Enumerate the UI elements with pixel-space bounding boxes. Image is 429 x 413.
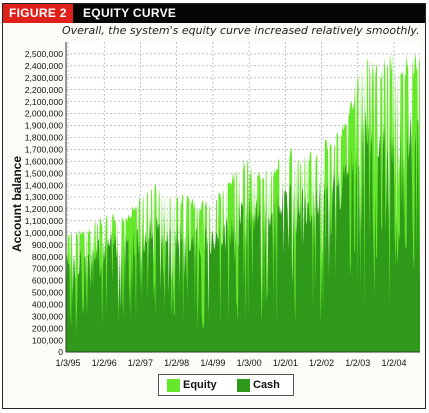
- legend-label-equity: Equity: [183, 379, 217, 391]
- y-tick-label: 1,800,000: [25, 133, 63, 143]
- y-tick-label: 1,100,000: [25, 216, 63, 226]
- y-tick-label: 1,200,000: [25, 204, 63, 214]
- y-tick-label: 2,200,000: [25, 85, 63, 95]
- x-tick-label: 1/4/99: [200, 358, 225, 368]
- legend-swatch-equity: [167, 379, 180, 392]
- y-tick-label: 400,000: [32, 300, 63, 310]
- y-tick-label: 1,300,000: [25, 192, 63, 202]
- y-tick-label: 1,900,000: [25, 121, 63, 131]
- x-tick-label: 1/3/00: [237, 358, 262, 368]
- y-tick-label: 2,400,000: [25, 61, 63, 71]
- y-tick-label: 1,500,000: [25, 168, 63, 178]
- y-tick-label: 2,500,000: [25, 49, 63, 59]
- y-tick-label: 2,000,000: [25, 109, 63, 119]
- y-tick-label: 1,400,000: [25, 180, 63, 190]
- chart-legend: Equity Cash: [158, 374, 294, 396]
- y-tick-label: 200,000: [32, 323, 63, 333]
- figure-header: FIGURE 2 EQUITY CURVE: [3, 4, 425, 23]
- figure-title: EQUITY CURVE: [83, 6, 177, 20]
- x-tick-label: 1/2/01: [273, 358, 298, 368]
- y-tick-label: 1,700,000: [25, 145, 63, 155]
- x-tick-label: 1/2/04: [381, 358, 406, 368]
- y-tick-label: 500,000: [32, 288, 63, 298]
- legend-label-cash: Cash: [253, 379, 280, 391]
- chart-subtitle: Overall, the system's equity curve incre…: [62, 24, 420, 37]
- y-tick-label: 1,600,000: [25, 156, 63, 166]
- y-tick-label: 2,300,000: [25, 73, 63, 83]
- x-tick-label: 1/2/98: [164, 358, 189, 368]
- y-tick-label: 700,000: [32, 264, 63, 274]
- y-tick-label: 100,000: [32, 335, 63, 345]
- y-tick-label: 1,000,000: [25, 228, 63, 238]
- y-tick-label: 2,100,000: [25, 97, 63, 107]
- x-tick-label: 1/2/02: [309, 358, 334, 368]
- figure-tag: FIGURE 2: [3, 4, 73, 23]
- x-tick-label: 1/2/03: [345, 358, 370, 368]
- y-tick-label: 0: [58, 347, 63, 357]
- y-tick-label: 800,000: [32, 252, 63, 262]
- y-tick-label: 600,000: [32, 276, 63, 286]
- legend-swatch-cash: [237, 379, 250, 392]
- area-cash: [66, 108, 420, 352]
- x-tick-label: 1/3/95: [55, 358, 80, 368]
- y-tick-label: 300,000: [32, 311, 63, 321]
- x-tick-label: 1/2/96: [92, 358, 117, 368]
- x-tick-label: 1/2/97: [128, 358, 153, 368]
- y-tick-label: 900,000: [32, 240, 63, 250]
